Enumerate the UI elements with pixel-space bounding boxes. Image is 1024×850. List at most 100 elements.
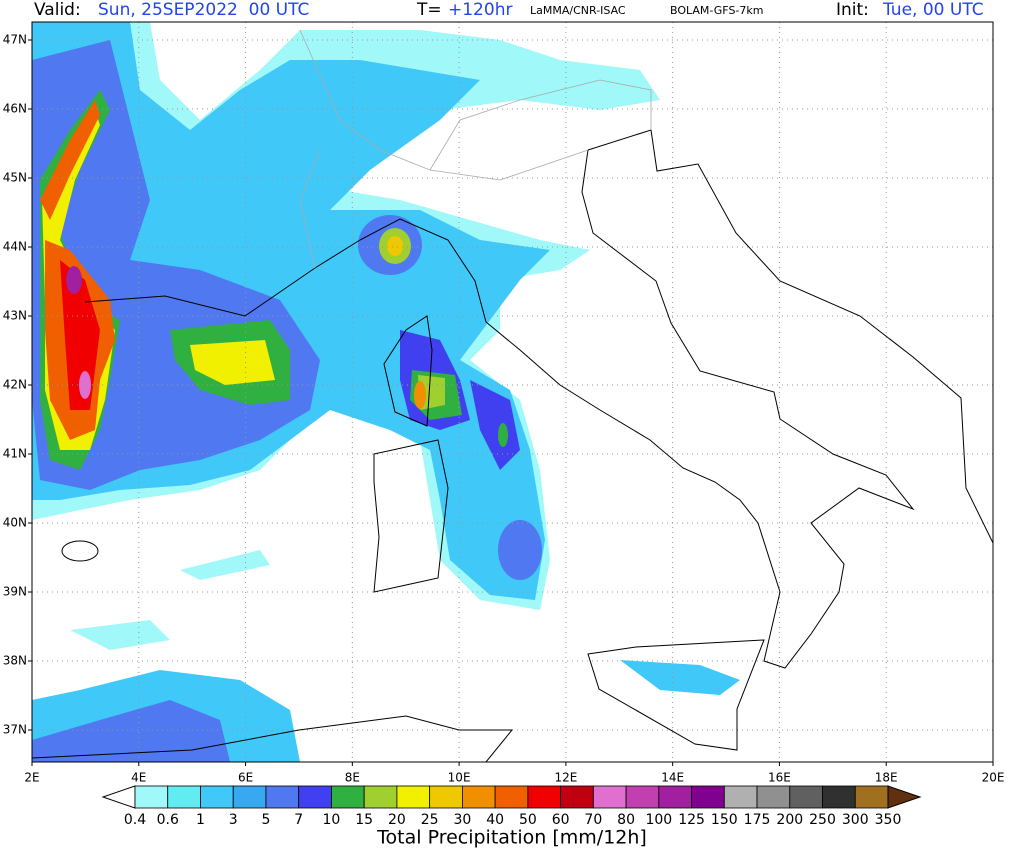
precip-area <box>190 340 275 385</box>
lon-label: 6E <box>238 771 253 785</box>
borders <box>299 29 652 269</box>
colorbar-box <box>756 785 791 809</box>
lat-label: 37N <box>3 723 27 737</box>
colorbar-label: 1 <box>196 812 205 828</box>
colorbar-label: 20 <box>388 812 406 828</box>
colorbar-label: 7 <box>294 812 303 828</box>
lon-label: 12E <box>554 771 577 785</box>
colorbar-box <box>789 785 823 809</box>
corsica-coast <box>383 315 433 427</box>
colorbar-label: 250 <box>809 812 836 828</box>
colorbar-arrow <box>887 785 922 809</box>
precipitation-field <box>32 22 993 762</box>
colorbar-box <box>265 785 300 809</box>
precip-area <box>66 266 82 294</box>
colorbar-box <box>461 785 496 809</box>
lat-label: 44N <box>3 240 27 254</box>
precip-area <box>79 371 91 399</box>
axis-labels: 47N 46N 45N 44N 43N 42N 41N 40N 39N 38N 37N 2E 4E 6E 8… <box>3 33 1005 785</box>
lat-label: 47N <box>3 33 27 47</box>
colorbar-label: 80 <box>617 812 635 828</box>
precip-area <box>620 660 740 695</box>
precip-area <box>498 423 508 447</box>
colorbar-box <box>363 785 398 809</box>
colorbar-box <box>167 785 201 809</box>
sicily-coast <box>587 639 765 751</box>
lon-label: 4E <box>131 771 146 785</box>
precip-area <box>387 236 403 256</box>
colorbar-box <box>527 785 562 809</box>
colorbar-label: 5 <box>261 812 270 828</box>
lon-label: 20E <box>982 771 1005 785</box>
lat-label: 42N <box>3 378 27 392</box>
precip-area <box>470 380 520 470</box>
precip-area <box>498 520 542 580</box>
colorbar-box <box>854 785 889 809</box>
colorbar-label: 300 <box>842 812 869 828</box>
colorbar-label: 175 <box>744 812 771 828</box>
colorbar-box <box>691 785 725 809</box>
precip-area <box>70 620 170 650</box>
colorbar-box <box>331 785 365 809</box>
coastline <box>84 129 993 669</box>
colorbar-label: 350 <box>875 812 902 828</box>
colorbar-box <box>298 785 332 809</box>
init-time: Tue, 00 UTC <box>882 0 984 20</box>
lon-label: 14E <box>661 771 684 785</box>
colorbar-label: 50 <box>519 812 537 828</box>
colorbar-label: 100 <box>645 812 672 828</box>
africa-coast <box>32 715 514 762</box>
lon-label: 10E <box>448 771 471 785</box>
header: Valid: Sun, 25SEP2022 00 UTC T= +120hr L… <box>34 0 984 20</box>
colorbar-box <box>658 785 692 809</box>
colorbar-box <box>592 785 627 809</box>
precip-area <box>32 700 230 762</box>
valid-time: Sun, 25SEP2022 00 UTC <box>98 0 309 20</box>
init-label: Init: <box>836 0 869 20</box>
lat-label: 40N <box>3 516 27 530</box>
colorbar-label: 125 <box>678 812 705 828</box>
lead-label: T= <box>416 0 442 20</box>
map-frame <box>31 21 994 763</box>
valid-label: Valid: <box>34 0 81 20</box>
lat-label: 46N <box>3 102 27 116</box>
colorbar-box <box>560 785 594 809</box>
lead-time: +120hr <box>448 0 512 20</box>
colorbar-box <box>134 785 169 809</box>
institution: LaMMA/CNR-ISAC <box>530 4 626 17</box>
colorbar-box <box>429 785 463 809</box>
balearic-coast <box>61 540 99 562</box>
lat-label: 38N <box>3 654 27 668</box>
colorbar-box <box>200 785 234 809</box>
lat-label: 43N <box>3 309 27 323</box>
colorbar-box <box>723 785 758 809</box>
model: BOLAM-GFS-7km <box>670 4 763 17</box>
colorbar-label: 0.4 <box>124 812 146 828</box>
colorbar-arrow <box>101 785 136 809</box>
lon-label: 8E <box>345 771 360 785</box>
lat-label: 45N <box>3 171 27 185</box>
colorbar-box <box>494 785 529 809</box>
lat-label: 39N <box>3 585 27 599</box>
lon-label: 16E <box>768 771 791 785</box>
colorbar: 0.4 0.6 1 3 5 7 10 15 20 25 30 40 50 60 70 80 100 125 150 1… <box>101 785 922 828</box>
precip-area <box>414 381 426 409</box>
colorbar-label: 150 <box>711 812 738 828</box>
colorbar-label: 3 <box>229 812 238 828</box>
colorbar-label: 40 <box>486 812 504 828</box>
colorbar-label: 60 <box>552 812 570 828</box>
lon-label: 2E <box>24 771 39 785</box>
colorbar-label: 25 <box>421 812 439 828</box>
precip-area <box>60 260 100 410</box>
colorbar-box <box>232 785 267 809</box>
colorbar-label: 10 <box>323 812 341 828</box>
colorbar-label: 15 <box>355 812 373 828</box>
graticule <box>32 22 993 762</box>
lon-label: 18E <box>875 771 898 785</box>
sardinia-coast <box>373 439 449 593</box>
colorbar-label: 200 <box>776 812 803 828</box>
colorbar-label: 0.6 <box>157 812 179 828</box>
precip-area <box>180 550 270 580</box>
colorbar-label: 30 <box>453 812 471 828</box>
